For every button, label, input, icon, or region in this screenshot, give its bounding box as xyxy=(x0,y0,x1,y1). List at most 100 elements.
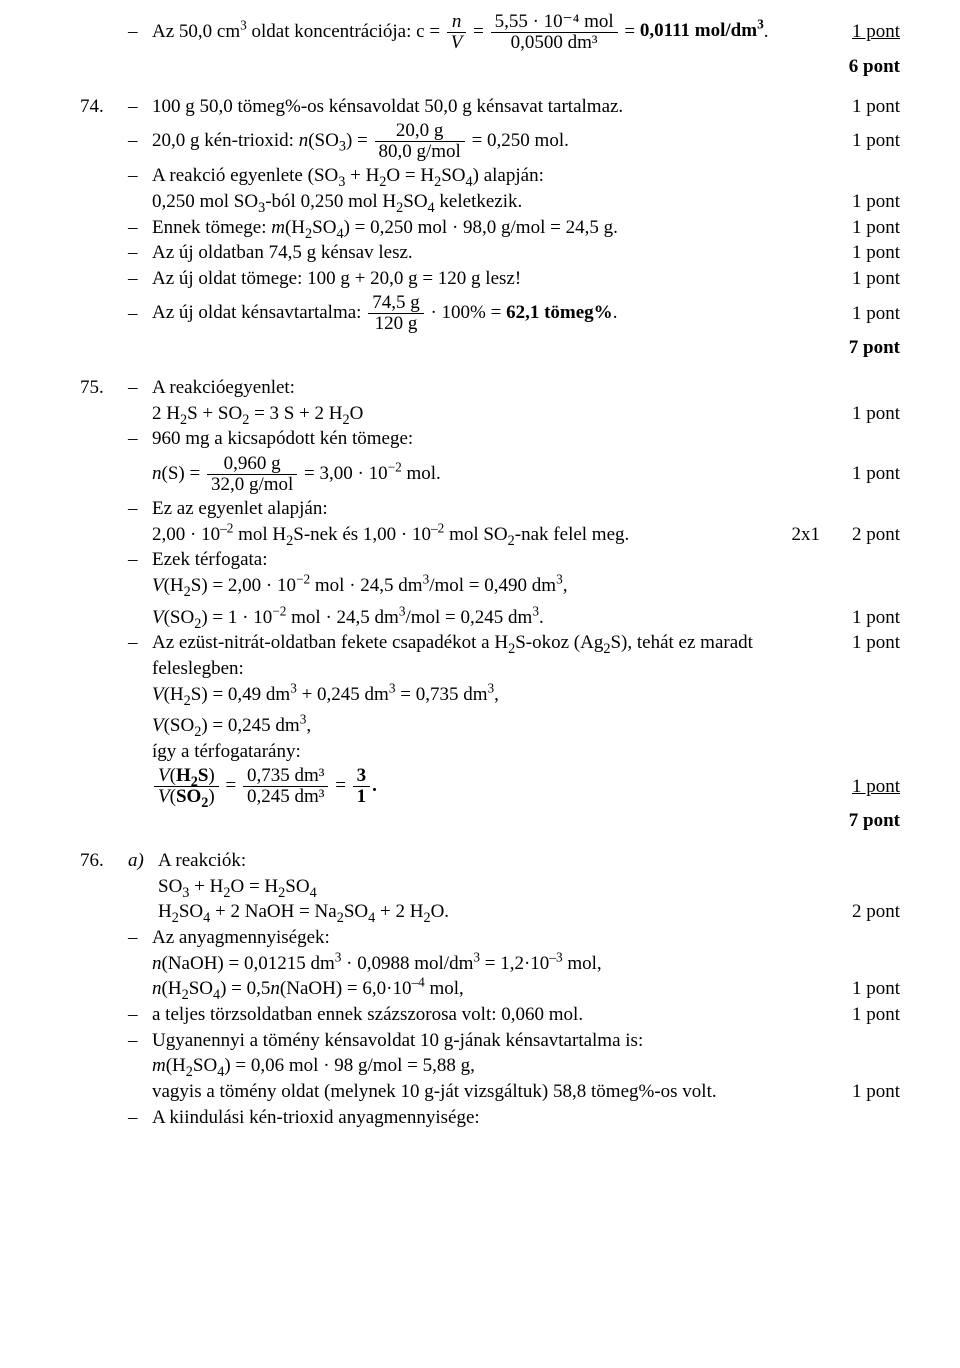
bullet-dash-icon: – xyxy=(128,1105,152,1131)
bullet-dash-icon: – xyxy=(128,94,152,120)
line: V(H2S) = 2,00 · 10−2 mol · 24,5 dm3/mol … xyxy=(80,573,900,599)
fraction: 0,735 dm³0,245 dm³ xyxy=(241,766,330,807)
text: Az új oldat tömege: 100 g + 20,0 g = 120… xyxy=(152,266,820,292)
text: Az anyagmennyiségek: xyxy=(152,925,820,951)
text: V(H2S) = 2,00 · 10−2 mol · 24,5 dm3/mol … xyxy=(152,573,820,599)
text: a teljes törzsoldatban ennek százszorosa… xyxy=(152,1002,820,1028)
line: m(H2SO4) = 0,06 mol · 98 g/mol = 5,88 g, xyxy=(80,1053,900,1079)
line: H2SO4 + 2 NaOH = Na2SO4 + 2 H2O. 2 pont xyxy=(80,899,900,925)
bullet-dash-icon: – xyxy=(128,19,152,45)
bullet-dash-icon: – xyxy=(128,240,152,266)
bullet-dash-icon: – xyxy=(128,630,152,656)
points-total: 7 pont xyxy=(820,335,900,361)
bullet-dash-icon: – xyxy=(128,925,152,951)
line: 7 pont xyxy=(80,808,900,834)
text: 2,00 · 10–2 mol H2S-nek és 1,00 · 10–2 m… xyxy=(152,522,730,548)
text: A reakcióegyenlet: xyxy=(152,375,820,401)
points: 2 pont xyxy=(820,522,900,548)
line: – Ezek térfogata: xyxy=(80,547,900,573)
points: 1 pont xyxy=(820,401,900,427)
points: 1 pont xyxy=(820,630,900,656)
text: 100 g 50,0 tömeg%-os kénsavoldat 50,0 g … xyxy=(152,94,820,120)
multiplier: 2x1 xyxy=(730,522,820,548)
line: – A reakció egyenlete (SO3 + H2O = H2SO4… xyxy=(80,163,900,189)
text: Ezek térfogata: xyxy=(152,547,820,573)
text: A kiindulási kén-trioxid anyagmennyisége… xyxy=(152,1105,820,1131)
text: Az új oldatban 74,5 g kénsav lesz. xyxy=(152,240,820,266)
line: vagyis a tömény oldat (melynek 10 g-ját … xyxy=(80,1079,900,1105)
line: 75. – A reakcióegyenlet: xyxy=(80,375,900,401)
fraction: 5,55 · 10⁻⁴ mol 0,0500 dm³ xyxy=(489,12,620,53)
line: – Ez az egyenlet alapján: xyxy=(80,496,900,522)
bullet-dash-icon: – xyxy=(128,266,152,292)
text: V(SO2) = 1 · 10−2 mol · 24,5 dm3/mol = 0… xyxy=(152,605,820,631)
page: – Az 50,0 cm3 oldat koncentrációja: c = … xyxy=(0,0,960,1140)
text: 2 H2S + SO2 = 3 S + 2 H2O xyxy=(152,401,820,427)
line: így a térfogatarány: xyxy=(80,739,900,765)
bullet-dash-icon: – xyxy=(128,128,152,154)
points: 1 pont xyxy=(820,128,900,154)
text: H2SO4 + 2 NaOH = Na2SO4 + 2 H2O. xyxy=(158,899,820,925)
text: feleslegben: xyxy=(152,656,820,682)
fraction: 0,960 g32,0 g/mol xyxy=(205,454,299,495)
line: feleslegben: xyxy=(80,656,900,682)
line: 6 pont xyxy=(80,54,900,80)
line: V(H2S) V(SO2) = 0,735 dm³0,245 dm³ = 31 … xyxy=(80,764,900,808)
points: 1 pont xyxy=(820,461,900,487)
text: V(SO2) = 0,245 dm3, xyxy=(152,713,820,739)
points: 1 pont xyxy=(820,266,900,292)
fraction: V(H2S) V(SO2) xyxy=(152,766,221,807)
text: n(H2SO4) = 0,5n(NaOH) = 6,0·10–4 mol, xyxy=(152,976,820,1002)
text: A reakciók: xyxy=(158,848,820,874)
line: – 960 mg a kicsapódott kén tömege: xyxy=(80,426,900,452)
text: V(H2S) V(SO2) = 0,735 dm³0,245 dm³ = 31 … xyxy=(152,766,820,807)
points: 1 pont xyxy=(820,301,900,327)
text: Az 50,0 cm3 oldat koncentrációja: c = n … xyxy=(152,12,820,53)
line: – A kiindulási kén-trioxid anyagmennyisé… xyxy=(80,1105,900,1131)
text: n(NaOH) = 0,01215 dm3 · 0,0988 mol/dm3 =… xyxy=(152,951,820,977)
points: 1 pont xyxy=(820,19,900,45)
line: – Az anyagmennyiségek: xyxy=(80,925,900,951)
text: vagyis a tömény oldat (melynek 10 g-ját … xyxy=(152,1079,820,1105)
bullet-dash-icon: – xyxy=(128,215,152,241)
problem-number: 75. xyxy=(80,375,128,401)
text: m(H2SO4) = 0,06 mol · 98 g/mol = 5,88 g, xyxy=(152,1053,820,1079)
bullet-dash-icon: – xyxy=(128,547,152,573)
line: 74. – 100 g 50,0 tömeg%-os kénsavoldat 5… xyxy=(80,94,900,120)
points: 1 pont xyxy=(820,189,900,215)
line: – Ugyanennyi a tömény kénsavoldat 10 g-j… xyxy=(80,1028,900,1054)
line: SO3 + H2O = H2SO4 xyxy=(80,874,900,900)
line: V(SO2) = 0,245 dm3, xyxy=(80,713,900,739)
text: 960 mg a kicsapódott kén tömege: xyxy=(152,426,820,452)
points-total: 7 pont xyxy=(820,808,900,834)
text: Ez az egyenlet alapján: xyxy=(152,496,820,522)
text: A reakció egyenlete (SO3 + H2O = H2SO4) … xyxy=(152,163,820,189)
line: V(H2S) = 0,49 dm3 + 0,245 dm3 = 0,735 dm… xyxy=(80,682,900,708)
line: V(SO2) = 1 · 10−2 mol · 24,5 dm3/mol = 0… xyxy=(80,605,900,631)
fraction: 20,0 g80,0 g/mol xyxy=(373,121,467,162)
points: 1 pont xyxy=(820,240,900,266)
line: – Az új oldatban 74,5 g kénsav lesz. 1 p… xyxy=(80,240,900,266)
subpart-label: a) xyxy=(128,848,158,874)
bullet-dash-icon: – xyxy=(128,375,152,401)
line: – Az ezüst-nitrát-oldatban fekete csapad… xyxy=(80,630,900,656)
line: – Az 50,0 cm3 oldat koncentrációja: c = … xyxy=(80,10,900,54)
text: Az új oldat kénsavtartalma: 74,5 g120 g … xyxy=(152,293,820,334)
bullet-dash-icon: – xyxy=(128,426,152,452)
bullet-dash-icon: – xyxy=(128,163,152,189)
text: V(H2S) = 0,49 dm3 + 0,245 dm3 = 0,735 dm… xyxy=(152,682,820,708)
points: 1 pont xyxy=(820,1079,900,1105)
text: SO3 + H2O = H2SO4 xyxy=(158,874,820,900)
points: 2 pont xyxy=(820,899,900,925)
line: – 20,0 g kén-trioxid: n(SO3) = 20,0 g80,… xyxy=(80,119,900,163)
text: így a térfogatarány: xyxy=(152,739,820,765)
points-total: 6 pont xyxy=(820,54,900,80)
points: 1 pont xyxy=(820,605,900,631)
fraction: 74,5 g120 g xyxy=(366,293,426,334)
problem-number: 76. xyxy=(80,848,128,874)
line: 0,250 mol SO3-ból 0,250 mol H2SO4 keletk… xyxy=(80,189,900,215)
points: 1 pont xyxy=(820,94,900,120)
line: 76. a) A reakciók: xyxy=(80,848,900,874)
points: 1 pont xyxy=(820,215,900,241)
bullet-dash-icon: – xyxy=(128,301,152,327)
